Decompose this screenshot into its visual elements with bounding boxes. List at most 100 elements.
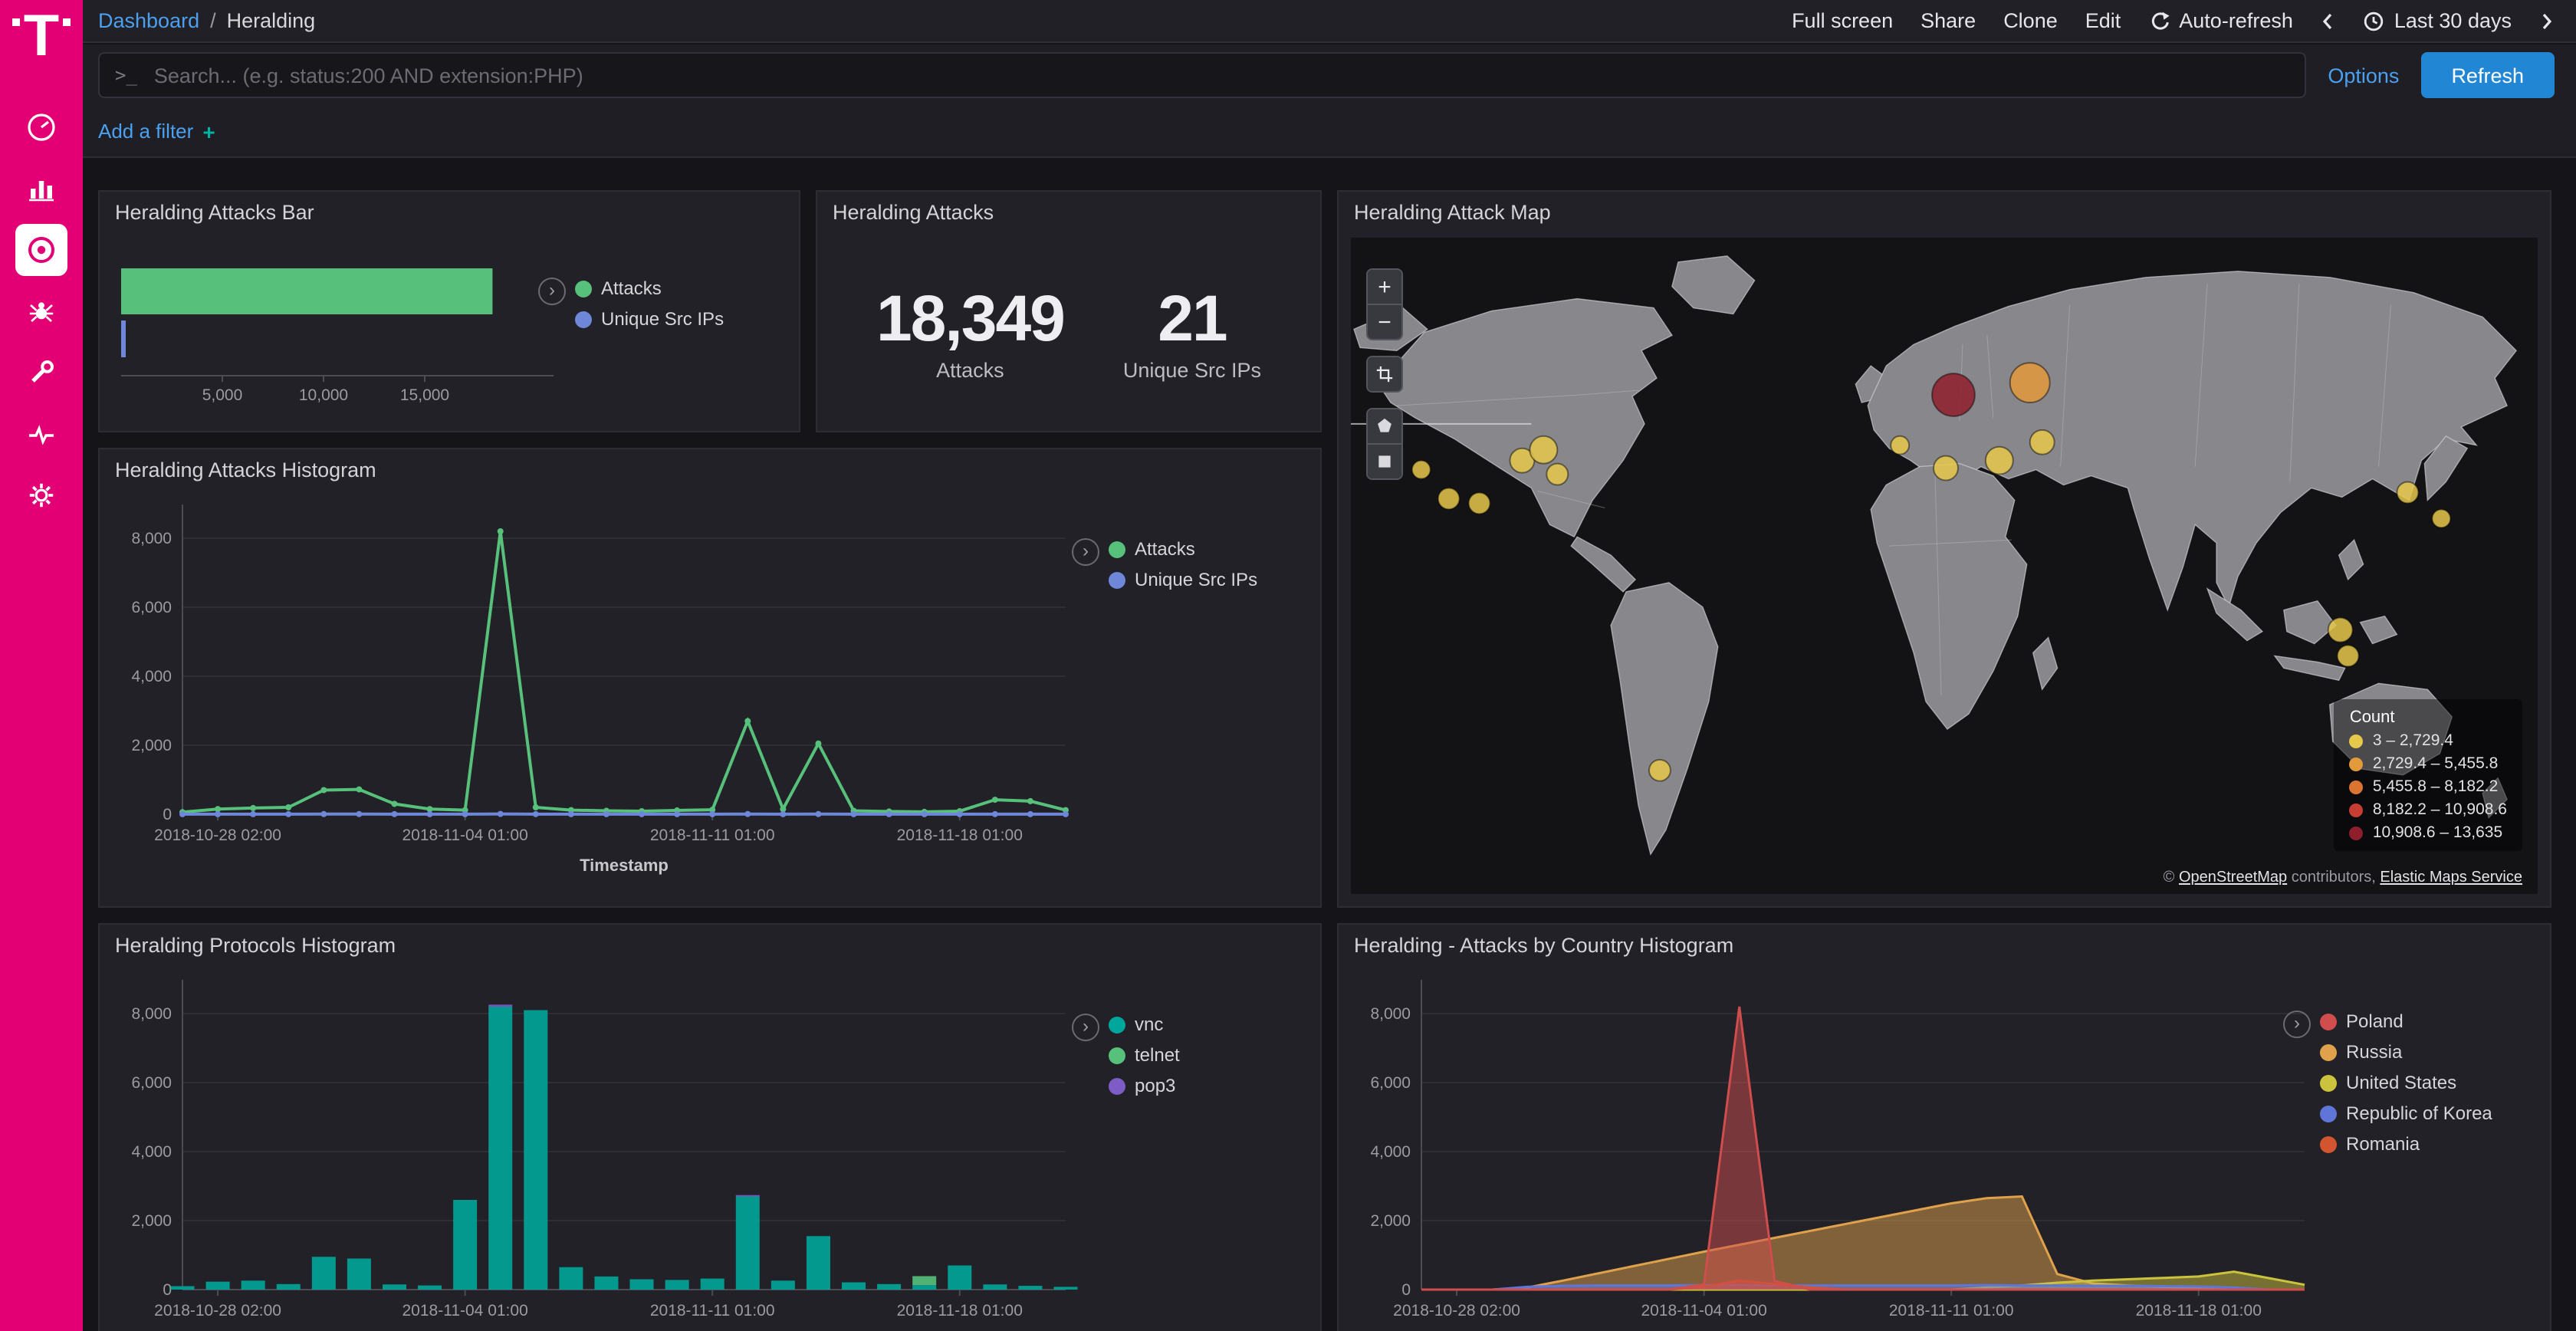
panel-title: Heralding Attacks Histogram (115, 458, 376, 481)
legend-item-poland[interactable]: Poland (2320, 1011, 2535, 1032)
svg-text:2018-11-11 01:00: 2018-11-11 01:00 (1889, 1302, 2014, 1319)
legend-bucket-row[interactable]: 5,455.8 – 8,182.2 (2349, 777, 2507, 796)
contributors-text: contributors, (2287, 869, 2380, 886)
zoom-out-button[interactable]: − (1368, 305, 1401, 339)
legend-item-vnc[interactable]: vnc (1109, 1014, 1305, 1035)
svg-text:8,000: 8,000 (1370, 1005, 1411, 1023)
chevron-left-icon[interactable] (2321, 10, 2336, 31)
protocols-histogram-chart: 0 2,000 4,000 6,000 8,000 2018-10-28 02:00 201… (131, 980, 1078, 1319)
legend-item-telnet[interactable]: telnet (1109, 1044, 1305, 1066)
sidebar-item-settings[interactable] (15, 469, 67, 521)
fit-bounds-button[interactable] (1368, 357, 1401, 391)
legend-item-attacks[interactable]: Attacks (1109, 538, 1305, 560)
legend-bucket-row[interactable]: 3 – 2,729.4 (2349, 731, 2507, 750)
series-color-dot (1109, 1016, 1125, 1033)
spider-icon (29, 302, 54, 322)
zoom-control-group: + − (1366, 268, 1403, 340)
map-container[interactable]: + − (1351, 238, 2538, 894)
auto-refresh-button[interactable]: Auto-refresh (2148, 9, 2293, 32)
svg-text:2018-11-18 01:00: 2018-11-18 01:00 (2136, 1302, 2262, 1319)
series-color-dot (1109, 1077, 1125, 1094)
plus-icon[interactable]: + (202, 119, 215, 143)
openstreetmap-link[interactable]: OpenStreetMap (2178, 869, 2288, 886)
bucket-color-dot (2349, 757, 2364, 771)
telekom-logo[interactable]: T (12, 8, 71, 83)
search-box[interactable]: >_ (98, 52, 2307, 98)
svg-text:2,000: 2,000 (131, 737, 172, 754)
series-color-dot (2320, 1135, 2337, 1152)
target-icon (28, 237, 54, 263)
legend-item-attacks[interactable]: Attacks (575, 278, 771, 299)
sidebar-item-kibana[interactable] (15, 224, 67, 276)
legend-toggle-icon[interactable]: › (2283, 1011, 2311, 1038)
legend-toggle-icon[interactable]: › (1072, 1014, 1099, 1041)
metric-attacks: 18,349 Attacks (876, 286, 1066, 382)
legend-label: Unique Src IPs (1135, 569, 1258, 590)
svg-text:8,000: 8,000 (131, 530, 172, 547)
legend-item-romania[interactable]: Romania (2320, 1133, 2535, 1155)
refresh-button[interactable]: Refresh (2420, 52, 2555, 98)
breadcrumb-dashboard-link[interactable]: Dashboard (98, 9, 200, 32)
sidebar: T (0, 0, 83, 1331)
sidebar-item-health[interactable] (15, 408, 67, 460)
bucket-color-dot (2349, 734, 2364, 748)
sidebar-item-analytics[interactable] (15, 163, 67, 215)
bucket-color-dot (2349, 826, 2364, 840)
wrench-icon (31, 360, 54, 383)
metric-label: Unique Src IPs (1122, 359, 1261, 382)
legend-label: Attacks (1135, 538, 1195, 560)
sidebar-item-dashboard[interactable] (15, 101, 67, 153)
logo-square-left (12, 18, 21, 26)
rectangle-select-button[interactable] (1368, 445, 1401, 478)
terminal-prompt-icon: >_ (115, 64, 137, 86)
polygon-select-button[interactable] (1368, 409, 1401, 445)
panel-attacks-bar: Heralding Attacks Bar 5,000 10,000 15,000 … (98, 190, 800, 432)
sidebar-menu (15, 101, 67, 521)
auto-refresh-label: Auto-refresh (2179, 9, 2293, 32)
time-picker-button[interactable]: Last 30 days (2364, 9, 2512, 32)
panel-title: Heralding Attacks (833, 201, 994, 224)
legend-item-united-states[interactable]: United States (2320, 1072, 2535, 1093)
svg-text:0: 0 (163, 1281, 172, 1299)
breadcrumb-separator: / (210, 9, 216, 32)
metric-label: Attacks (936, 359, 1004, 382)
refresh-arrows-icon (2152, 11, 2170, 29)
full-screen-button[interactable]: Full screen (1792, 9, 1894, 32)
legend-item-pop3[interactable]: pop3 (1109, 1075, 1305, 1096)
legend: › Attacks Unique Src IPs (1072, 538, 1305, 600)
copyright-symbol: © (2163, 869, 2179, 886)
legend-item-republic-of-korea[interactable]: Republic of Korea (2320, 1103, 2535, 1124)
bucket-range-label: 2,729.4 – 5,455.8 (2372, 754, 2499, 773)
series-color-dot (2320, 1043, 2337, 1060)
elastic-maps-service-link[interactable]: Elastic Maps Service (2380, 869, 2522, 886)
legend-item-unique-src-ips[interactable]: Unique Src IPs (575, 308, 771, 330)
legend: › vnc telnet pop3 (1072, 1014, 1305, 1106)
clone-button[interactable]: Clone (2003, 9, 2058, 32)
add-filter-link[interactable]: Add a filter (98, 120, 194, 143)
chevron-right-icon[interactable] (2539, 10, 2555, 31)
world-map[interactable] (1351, 238, 2538, 894)
legend-toggle-icon[interactable]: › (1072, 538, 1099, 566)
legend-toggle-icon[interactable]: › (538, 278, 566, 305)
search-input[interactable] (150, 62, 2290, 88)
legend-bucket-row[interactable]: 8,182.2 – 10,908.6 (2349, 800, 2507, 819)
legend-item-russia[interactable]: Russia (2320, 1041, 2535, 1063)
legend-label: Unique Src IPs (601, 308, 724, 330)
series-color-dot (575, 280, 592, 297)
panel-title: Heralding - Attacks by Country Histogram (1354, 934, 1734, 957)
share-button[interactable]: Share (1921, 9, 1976, 32)
sidebar-item-security[interactable] (15, 285, 67, 337)
legend-bucket-row[interactable]: 10,908.6 – 13,635 (2349, 823, 2507, 842)
legend-item-unique-src-ips[interactable]: Unique Src IPs (1109, 569, 1305, 590)
legend-bucket-row[interactable]: 2,729.4 – 5,455.8 (2349, 754, 2507, 773)
bucket-range-label: 8,182.2 – 10,908.6 (2372, 800, 2507, 819)
map-attribution: © OpenStreetMap contributors, Elastic Ma… (2152, 866, 2533, 889)
edit-button[interactable]: Edit (2085, 9, 2121, 32)
zoom-in-button[interactable]: + (1368, 270, 1401, 305)
panel-protocols-histogram: Heralding Protocols Histogram 0 2,000 4,00… (98, 923, 1322, 1331)
attack-count-circles[interactable] (1411, 362, 2452, 782)
sidebar-item-tools[interactable] (15, 347, 67, 399)
gauge-icon (28, 113, 55, 141)
metric-group: 18,349 Attacks 21 Unique Src IPs (817, 238, 1320, 431)
options-link[interactable]: Options (2328, 64, 2400, 87)
